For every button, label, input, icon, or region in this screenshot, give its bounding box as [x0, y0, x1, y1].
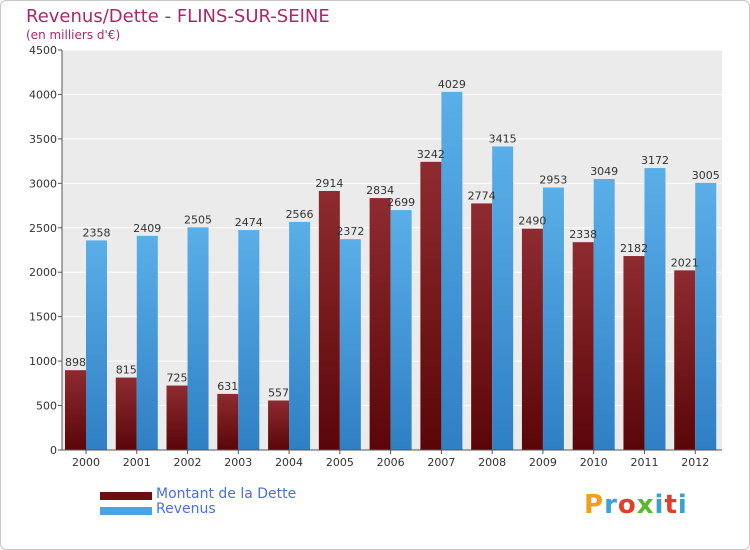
bar-value-label-debt: 3242 — [417, 148, 445, 161]
bar-debt — [369, 198, 391, 450]
y-tick-label: 500 — [36, 400, 57, 413]
x-tick-label: 2008 — [478, 456, 506, 469]
legend-swatch-debt — [100, 492, 152, 500]
y-tick-label: 1000 — [29, 355, 57, 368]
bar-value-label-revenus: 2566 — [286, 208, 314, 221]
bar-debt — [65, 370, 86, 450]
bar-value-label-revenus: 3049 — [590, 165, 618, 178]
logo-letter: x — [636, 490, 655, 520]
y-tick-label: 2500 — [29, 222, 57, 235]
bar-revenus — [390, 210, 412, 450]
bar-value-label-debt: 815 — [116, 364, 137, 377]
bar-debt — [572, 242, 594, 450]
x-tick-label: 2003 — [224, 456, 252, 469]
x-tick-label: 2006 — [377, 456, 405, 469]
bar-value-label-debt: 2774 — [468, 189, 496, 202]
bar-value-label-revenus: 4029 — [438, 78, 466, 91]
bar-revenus — [339, 239, 361, 450]
bar-debt — [521, 228, 543, 450]
x-tick-label: 2011 — [630, 456, 658, 469]
logo-letter: i — [677, 490, 688, 520]
bar-value-label-revenus: 2474 — [235, 216, 263, 229]
bar-debt — [623, 256, 645, 450]
x-tick-label: 2005 — [326, 456, 354, 469]
logo-letter: o — [617, 490, 637, 520]
bar-revenus — [542, 187, 564, 450]
bar-revenus — [136, 235, 158, 450]
bar-value-label-debt: 898 — [65, 356, 86, 369]
y-tick-label: 2000 — [29, 266, 57, 279]
bar-revenus — [238, 230, 260, 450]
bar-value-label-debt: 2834 — [366, 184, 394, 197]
bar-value-label-revenus: 2699 — [387, 196, 415, 209]
logo-letter: P — [584, 490, 605, 520]
bar-revenus — [492, 146, 514, 450]
bar-revenus — [289, 221, 311, 450]
bar-value-label-debt: 2914 — [315, 177, 343, 190]
bar-debt — [471, 203, 493, 450]
x-tick-label: 2010 — [580, 456, 608, 469]
x-tick-label: 2012 — [681, 456, 709, 469]
x-tick-label: 2000 — [72, 456, 100, 469]
bar-value-label-revenus: 3172 — [641, 154, 669, 167]
bar-value-label-debt: 557 — [268, 386, 289, 399]
y-tick-label: 3500 — [29, 133, 57, 146]
y-tick-label: 1500 — [29, 311, 57, 324]
bar-revenus — [441, 91, 463, 450]
bar-debt — [318, 190, 340, 450]
bar-value-label-revenus: 2372 — [336, 225, 364, 238]
bar-value-label-debt: 2338 — [569, 228, 597, 241]
y-tick-label: 0 — [50, 444, 57, 457]
bar-value-label-revenus: 2409 — [133, 222, 161, 235]
logo-letter: r — [604, 490, 618, 520]
y-tick-label: 4500 — [29, 44, 57, 57]
bar-debt — [115, 377, 137, 450]
bar-value-label-revenus: 2505 — [184, 213, 212, 226]
logo-letter: t — [664, 490, 678, 520]
bar-value-label-debt: 2021 — [671, 256, 699, 269]
legend-swatch-revenus — [100, 507, 152, 515]
bar-debt — [166, 385, 188, 450]
bar-value-label-debt: 631 — [217, 380, 238, 393]
bar-revenus — [695, 182, 717, 450]
chart-title: Revenus/Dette - FLINS-SUR-SEINE — [26, 6, 330, 27]
x-tick-label: 2009 — [529, 456, 557, 469]
bar-value-label-revenus: 3005 — [692, 169, 720, 182]
bar-value-label-debt: 725 — [167, 372, 188, 385]
bar-revenus — [86, 240, 107, 450]
x-tick-label: 2001 — [123, 456, 151, 469]
proxiti-logo: Proxiti — [584, 490, 688, 520]
bar-revenus — [644, 168, 666, 451]
x-tick-label: 2004 — [275, 456, 303, 469]
bar-value-label-revenus: 2358 — [83, 226, 111, 239]
bar-value-label-debt: 2182 — [620, 242, 648, 255]
logo-letter: i — [654, 490, 665, 520]
bar-debt — [268, 400, 290, 450]
bar-value-label-revenus: 2953 — [539, 174, 567, 187]
bar-revenus — [187, 227, 209, 450]
legend-label-revenus: Revenus — [156, 501, 216, 517]
bar-debt — [674, 270, 696, 450]
bar-revenus — [593, 178, 615, 450]
bar-value-label-revenus: 3415 — [489, 132, 517, 145]
bar-value-label-debt: 2490 — [518, 215, 546, 228]
chart-subtitle: (en milliers d'€) — [26, 28, 121, 42]
bar-debt — [217, 393, 239, 450]
y-tick-label: 3000 — [29, 177, 57, 190]
legend-label-debt: Montant de la Dette — [156, 486, 297, 502]
x-tick-label: 2002 — [174, 456, 202, 469]
bar-debt — [420, 161, 442, 451]
y-tick-label: 4000 — [29, 88, 57, 101]
x-tick-label: 2007 — [427, 456, 455, 469]
